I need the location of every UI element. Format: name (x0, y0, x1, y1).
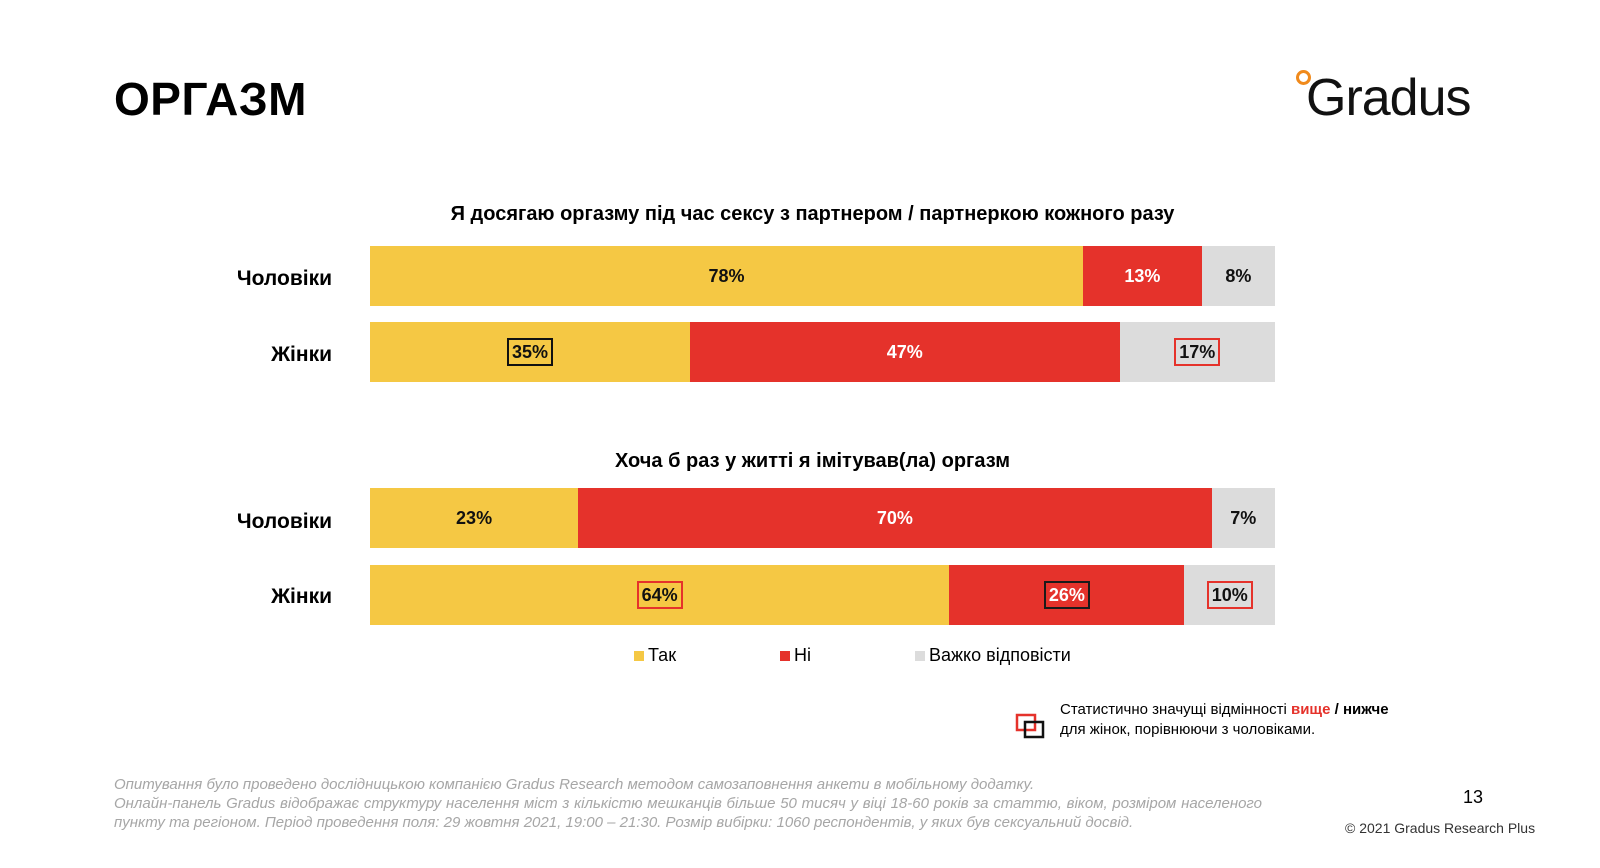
significance-note-line2: для жінок, порівнюючи з чоловіками. (1060, 721, 1316, 738)
bar-segment-hard: 7% (1211, 488, 1275, 548)
chart-legend: Так Ні Важко відповісти (0, 645, 1600, 669)
chart-1-bar-women: 35% 47% 17% (370, 322, 1275, 382)
legend-item-yes: Так (634, 645, 676, 666)
bar-segment-yes: 35% (370, 322, 690, 382)
bar-data-label: 23% (456, 508, 493, 528)
legend-label-no: Ні (794, 645, 811, 665)
legend-swatch-hard (915, 650, 925, 661)
significance-separator: / (1334, 701, 1339, 718)
bar-segment-hard: 10% (1184, 565, 1275, 625)
bar-data-label: 8% (1225, 266, 1252, 286)
logo-text: Gradus (1306, 69, 1472, 127)
significance-note-text: Статистично значущі відмінності (1060, 701, 1287, 718)
bar-data-label: 64% (636, 581, 683, 609)
chart-2-title: Хоча б раз у житті я імітував(ла) оргазм (614, 450, 1010, 472)
chart-1-row-label-women: Жінки (271, 343, 332, 366)
legend-swatch-yes (634, 650, 644, 661)
significance-note: Статистично значущі відмінності вище / н… (1060, 700, 1432, 740)
bar-segment-no: 13% (1083, 246, 1202, 306)
bar-segment-yes: 23% (370, 488, 579, 548)
legend-label-hard: Важко відповісти (929, 645, 1071, 665)
bar-data-label: 13% (1124, 266, 1161, 286)
gradus-logo: Gradus (1296, 64, 1496, 134)
bar-data-label: 7% (1230, 508, 1257, 528)
bar-data-label: 78% (708, 266, 745, 286)
significance-lower-word: нижче (1342, 701, 1389, 718)
significance-boxes-icon (1015, 713, 1045, 739)
chart-2-bar-women: 64% 26% 10% (370, 565, 1275, 625)
bar-data-label: 26% (1043, 581, 1090, 609)
significance-note-line1: Статистично значущі відмінності вище / н… (1060, 700, 1432, 720)
page-number: 13 (1463, 787, 1484, 807)
chart-2-bar-men: 23% 70% 7% (370, 488, 1275, 548)
methodology-footer: Опитування було проведено дослідницькою … (114, 775, 1262, 832)
bar-segment-no: 47% (689, 322, 1120, 382)
copyright: © 2021 Gradus Research Plus (1345, 820, 1536, 836)
chart-1-title: Я досягаю оргазму під час сексу з партне… (450, 203, 1175, 225)
footer-line-2: Онлайн-панель Gradus відображає структур… (114, 795, 1262, 831)
bar-data-label: 17% (1174, 338, 1221, 366)
chart-1-bar-men: 78% 13% 8% (370, 246, 1275, 306)
bar-segment-yes: 78% (370, 246, 1084, 306)
legend-label-yes: Так (648, 645, 677, 665)
bar-segment-hard: 17% (1119, 322, 1275, 382)
page-title: ОРГАЗМ (114, 73, 307, 125)
bar-data-label: 47% (881, 338, 928, 366)
legend-swatch-no (780, 650, 790, 661)
bar-data-label: 10% (1206, 581, 1253, 609)
significance-higher-word: вище (1290, 701, 1331, 718)
footer-line-1: Опитування було проведено дослідницькою … (114, 776, 1035, 793)
bar-data-label: 70% (876, 508, 913, 528)
bar-segment-hard: 8% (1201, 246, 1275, 306)
chart-1-row-label-men: Чоловіки (236, 267, 332, 290)
legend-item-hard: Важко відповісти (915, 645, 1071, 666)
bar-segment-yes: 64% (370, 565, 950, 625)
logo-dot-icon (1296, 70, 1311, 85)
bar-data-label: 35% (506, 338, 553, 366)
chart-2-row-label-women: Жінки (271, 585, 332, 608)
bar-segment-no: 70% (578, 488, 1212, 548)
bar-segment-no: 26% (949, 565, 1185, 625)
legend-item-no: Ні (780, 645, 811, 666)
chart-2-row-label-men: Чоловіки (236, 510, 332, 533)
